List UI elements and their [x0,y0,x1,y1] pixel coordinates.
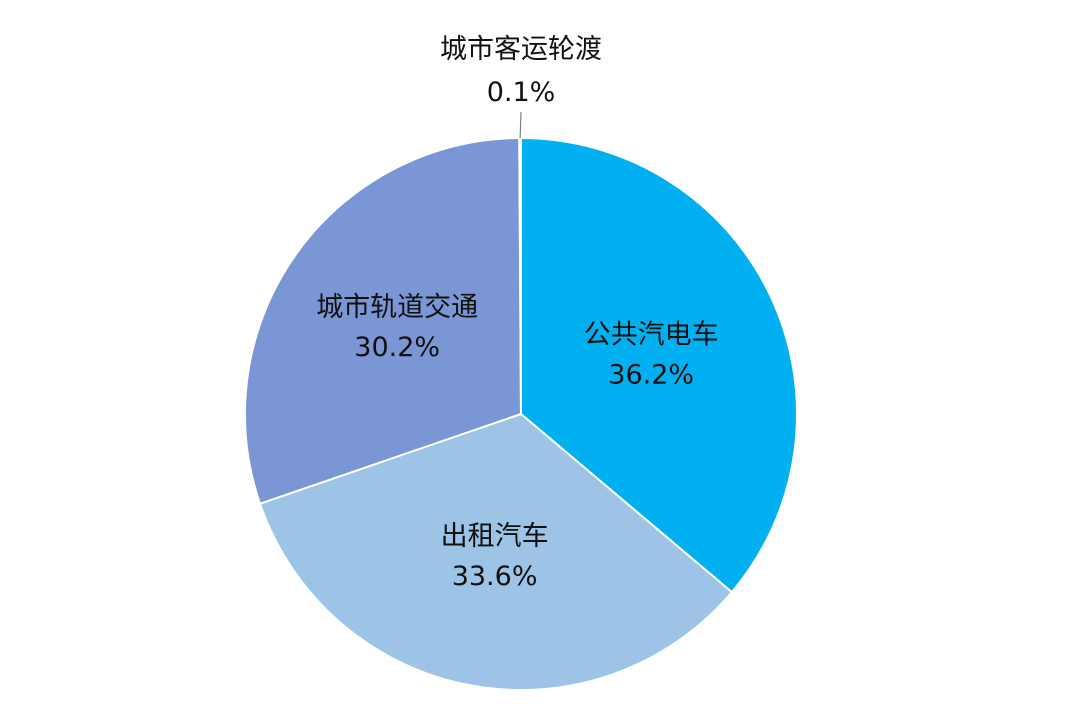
pie-slice-1 [520,136,798,594]
slice-value-label: 33.6% [452,561,538,592]
slice-name-label: 城市客运轮渡 [440,34,602,65]
pie-slice-3 [244,137,523,505]
pie-slice-2 [258,412,734,691]
pie-slices [244,136,798,691]
slice-labels: 公共汽电车 36.2% 出租汽车 33.6% 城市轨道交通 30.2% 城市客运轮渡 0.1% [316,34,719,592]
slice-name-label: 公共汽电车 [584,320,719,351]
slice-name-label: 城市轨道交通 [316,292,478,323]
slice-name-label: 出租汽车 [441,521,549,552]
leader-line-4 [519,111,522,139]
slice-value-label: 0.1% [487,77,556,108]
leader-lines [519,111,522,139]
slice-value-label: 30.2% [354,332,440,363]
pie-slice-4 [518,136,522,415]
slice-value-label: 36.2% [608,360,694,391]
